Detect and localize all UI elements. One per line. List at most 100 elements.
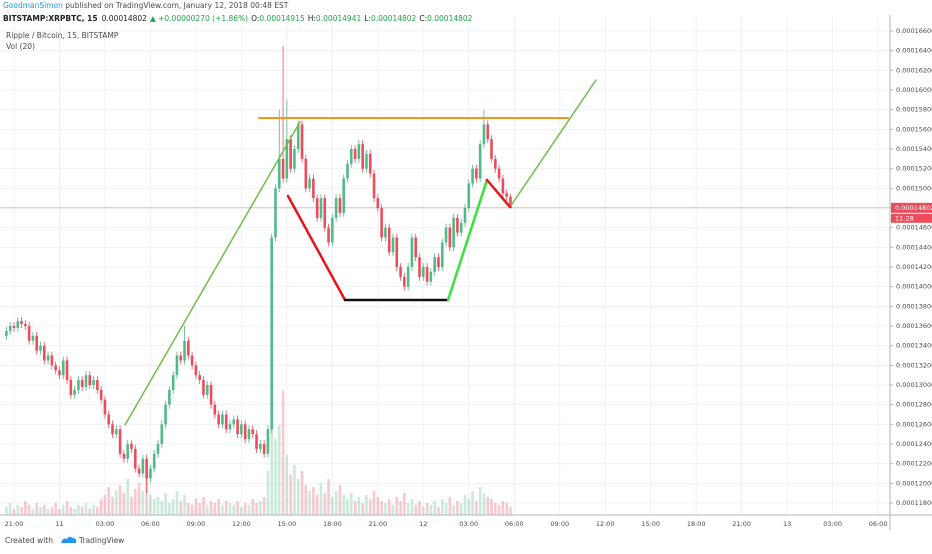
candle-body: [497, 168, 501, 179]
volume-bar: [240, 507, 243, 515]
ohlc-label: L:: [364, 14, 371, 23]
volume-bar: [399, 501, 402, 515]
candle-body: [27, 326, 31, 341]
candle-body: [433, 257, 436, 272]
volume-bar: [456, 501, 459, 515]
candle-body: [160, 424, 164, 445]
y-tick-label: 0.00016600: [896, 27, 932, 35]
candle-body: [289, 139, 292, 169]
volume-bar: [289, 475, 292, 515]
candle-body: [463, 208, 467, 223]
candle-body: [107, 414, 111, 425]
volume-bar: [43, 505, 46, 515]
x-tick-label: 21:00: [368, 520, 387, 528]
candle-body: [403, 276, 406, 287]
volume-bar: [262, 497, 266, 515]
volume-bar: [319, 483, 323, 515]
volume-bar: [198, 503, 201, 515]
volume-bar: [96, 507, 99, 515]
volume-bar: [126, 479, 129, 515]
x-tick-label: 09:00: [550, 520, 569, 528]
candle-body: [342, 178, 346, 213]
volume-bar: [92, 505, 95, 515]
ohlc-value: 0.00014941: [316, 14, 362, 23]
volume-bar: [251, 499, 255, 515]
x-tick-label: 03:00: [96, 520, 115, 528]
candle-body: [467, 183, 471, 209]
y-tick-label: 0.00014400: [896, 243, 932, 251]
volume-bar: [255, 503, 258, 515]
volume-bar: [141, 491, 145, 515]
candle-body: [54, 365, 57, 371]
y-tick-label: 0.00012400: [896, 440, 932, 448]
candle-body: [380, 208, 383, 238]
volume-bar: [175, 491, 179, 515]
y-tick-label: 0.00014000: [896, 283, 932, 291]
logo[interactable]: TradingView: [61, 536, 124, 545]
volume-bar: [228, 503, 232, 515]
candle-body: [198, 375, 201, 381]
volume-bar: [168, 503, 171, 515]
volume-bar: [35, 503, 39, 515]
y-tick-label: 0.00011800: [896, 499, 932, 507]
volume-bar: [293, 465, 296, 515]
y-tick-label: 0.00013600: [896, 322, 932, 330]
candle-body: [259, 444, 262, 449]
brand[interactable]: TradingView: [78, 536, 124, 545]
candle-body: [399, 267, 402, 277]
y-tick-label: 0.00016400: [896, 47, 932, 55]
y-tick-label: 0.00013400: [896, 342, 932, 350]
candle-body: [456, 217, 459, 233]
volume-bar: [448, 497, 452, 515]
volume-bar: [137, 483, 141, 515]
volume-bar: [406, 503, 410, 515]
volume-bar: [160, 501, 164, 515]
candle-body: [88, 375, 92, 386]
volume-bar: [58, 509, 61, 515]
candle-body: [346, 163, 349, 179]
candle-body: [39, 345, 42, 351]
candle-body: [202, 380, 205, 395]
pattern-line: [446, 178, 489, 302]
ohlc-label: H:: [308, 14, 316, 23]
drawings: [124, 79, 597, 426]
y-tick-label: 0.00016200: [896, 66, 932, 74]
candle-body: [8, 326, 12, 331]
y-tick-label: 0.00013000: [896, 381, 932, 389]
volume-bar: [403, 493, 406, 515]
candle-body: [80, 380, 84, 387]
candle-body: [452, 217, 455, 248]
candle-body: [168, 389, 171, 405]
publish-line: GoodmanSimon published on TradingView.co…: [3, 1, 289, 10]
volume-bar: [285, 455, 289, 515]
candle-body: [217, 414, 220, 425]
countdown-box: [891, 213, 932, 223]
x-tick-label: 18:00: [687, 520, 706, 528]
volume-bar: [471, 491, 474, 515]
volume-bar: [410, 499, 414, 515]
candle-body: [372, 173, 376, 199]
logo-icon: [61, 536, 77, 543]
y-tick-label: 0.00015200: [896, 165, 932, 173]
volume-bar: [497, 505, 501, 515]
volume-bar: [8, 503, 12, 515]
volume-bar: [429, 505, 433, 515]
volume-bar: [221, 505, 224, 515]
volume-bar: [425, 503, 429, 515]
footer-text: Created with: [5, 536, 53, 545]
ohlc-label: C:: [419, 14, 427, 23]
volume-bar: [300, 471, 304, 515]
candle-body: [50, 355, 54, 366]
candle-body: [406, 267, 410, 287]
x-tick-label: 03:00: [459, 520, 478, 528]
volume-bar: [107, 487, 111, 515]
y-tick-label: 0.00012000: [896, 479, 932, 487]
author[interactable]: GoodmanSimon: [3, 1, 63, 10]
candle-body: [5, 330, 8, 336]
candle-body: [175, 355, 179, 376]
x-tick-label: 06:00: [505, 520, 524, 528]
candle-body: [221, 414, 224, 425]
y-tick-label: 0.00015800: [896, 106, 932, 114]
candle-body: [365, 153, 368, 169]
countdown: 11:28: [895, 214, 914, 222]
